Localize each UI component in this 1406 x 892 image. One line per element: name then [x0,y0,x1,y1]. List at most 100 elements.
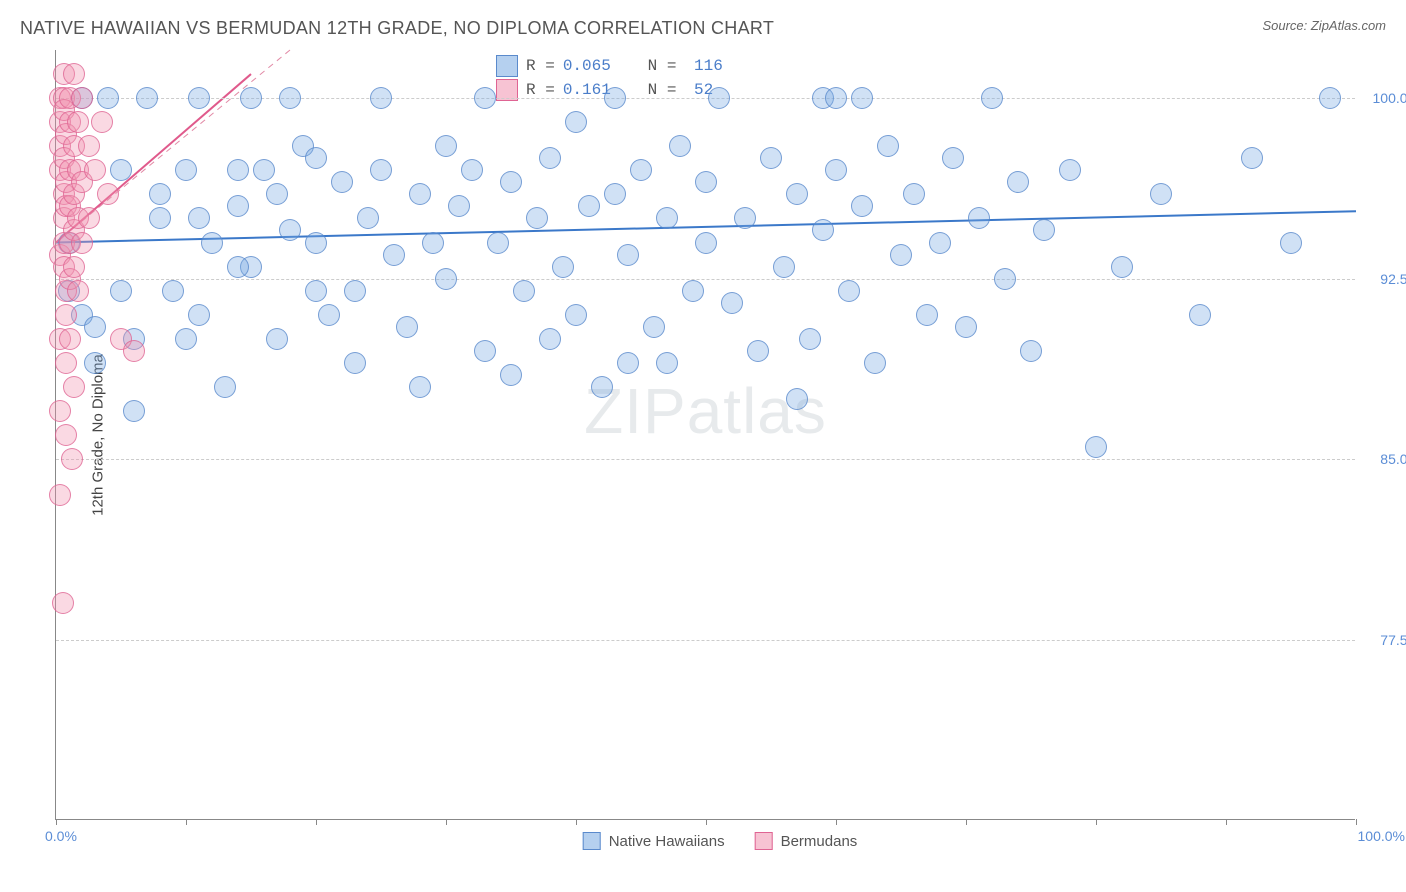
data-point [84,352,106,374]
source-attribution: Source: ZipAtlas.com [1262,18,1386,33]
data-point [929,232,951,254]
data-point [1007,171,1029,193]
legend-label: Native Hawaiians [609,833,725,850]
data-point [63,63,85,85]
x-tick [446,819,447,825]
data-point [955,316,977,338]
data-point [1020,340,1042,362]
data-point [91,111,113,133]
x-tick [56,819,57,825]
data-point [760,147,782,169]
data-point [188,87,210,109]
data-point [305,232,327,254]
x-tick [836,819,837,825]
data-point [695,232,717,254]
y-tick-label: 100.0% [1373,90,1406,106]
data-point [812,219,834,241]
data-point [162,280,184,302]
data-point [500,171,522,193]
data-point [344,280,366,302]
data-point [71,232,93,254]
data-point [435,135,457,157]
data-point [539,147,561,169]
data-point [448,195,470,217]
data-point [851,87,873,109]
x-tick [1226,819,1227,825]
data-point [123,340,145,362]
data-point [110,159,132,181]
data-point [1059,159,1081,181]
data-point [721,292,743,314]
data-point [526,207,548,229]
x-tick [966,819,967,825]
data-point [799,328,821,350]
data-point [1111,256,1133,278]
data-point [49,484,71,506]
data-point [214,376,236,398]
data-point [55,424,77,446]
data-point [474,87,496,109]
data-point [383,244,405,266]
scatter-chart: 12th Grade, No Diploma ZIPatlas R = 0.06… [55,50,1385,820]
data-point [604,87,626,109]
data-point [67,280,89,302]
gridline [56,279,1355,280]
data-point [838,280,860,302]
data-point [67,111,89,133]
data-point [279,219,301,241]
data-point [110,280,132,302]
data-point [227,195,249,217]
data-point [305,147,327,169]
data-point [643,316,665,338]
data-point [227,256,249,278]
data-point [500,364,522,386]
data-point [682,280,704,302]
data-point [877,135,899,157]
x-min-label: 0.0% [45,828,77,844]
data-point [188,304,210,326]
data-point [1033,219,1055,241]
data-point [357,207,379,229]
data-point [396,316,418,338]
chart-title: NATIVE HAWAIIAN VS BERMUDAN 12TH GRADE, … [20,18,774,39]
data-point [773,256,795,278]
x-tick [1356,819,1357,825]
x-max-label: 100.0% [1358,828,1405,844]
data-point [994,268,1016,290]
data-point [539,328,561,350]
legend-item: Bermudans [755,832,858,850]
data-point [201,232,223,254]
data-point [565,111,587,133]
plot-area: ZIPatlas R = 0.065 N = 116 R = 0.161 N =… [55,50,1355,820]
data-point [552,256,574,278]
data-point [266,183,288,205]
data-point [55,352,77,374]
data-point [1085,436,1107,458]
x-tick [1096,819,1097,825]
data-point [435,268,457,290]
data-point [981,87,1003,109]
data-point [916,304,938,326]
data-point [136,87,158,109]
data-point [61,448,83,470]
gridline [56,640,1355,641]
data-point [279,87,301,109]
x-tick [576,819,577,825]
data-point [55,304,77,326]
data-point [890,244,912,266]
data-point [59,328,81,350]
x-tick [706,819,707,825]
data-point [461,159,483,181]
data-point [123,400,145,422]
trend-lines [56,50,1356,820]
data-point [175,159,197,181]
data-point [656,352,678,374]
data-point [591,376,613,398]
data-point [149,207,171,229]
data-point [370,87,392,109]
data-point [344,352,366,374]
data-point [409,376,431,398]
data-point [227,159,249,181]
data-point [825,87,847,109]
data-point [266,328,288,350]
